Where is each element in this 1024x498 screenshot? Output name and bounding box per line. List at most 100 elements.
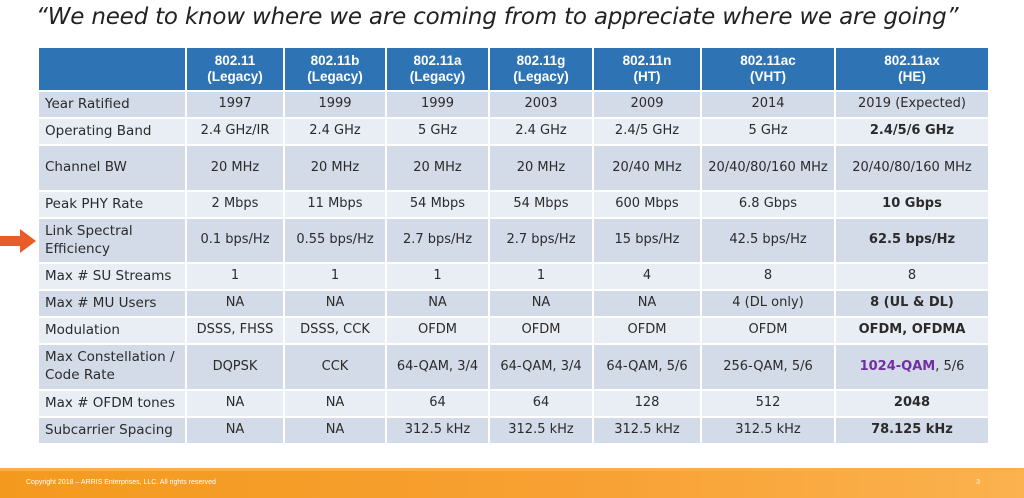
highlight-text: 1024-QAM bbox=[859, 358, 936, 374]
page-number: 3 bbox=[976, 479, 980, 486]
table-cell-highlight: 2048 bbox=[834, 389, 990, 418]
table-cell: 20 MHz bbox=[283, 144, 387, 192]
wifi-standards-table: 802.11 (Legacy) 802.11b (Legacy) 802.11a (L… bbox=[37, 46, 990, 445]
table-row-channel-bw: Channel BW 20 MHz 20 MHz 20 MHz 20 MHz 2… bbox=[37, 144, 990, 192]
table-cell: 512 bbox=[700, 389, 836, 418]
table-cell: 312.5 kHz bbox=[592, 416, 702, 445]
table-cell-mixed: 1024-QAM, 5/6 bbox=[834, 343, 990, 391]
table-cell: NA bbox=[385, 289, 490, 318]
table-cell: OFDM bbox=[592, 316, 702, 345]
table-cell: 42.5 bps/Hz bbox=[700, 217, 836, 264]
slide-title: “We need to know where we are coming fro… bbox=[36, 4, 959, 30]
table-row-max-mu-users: Max # MU Users NA NA NA NA NA 4 (DL only… bbox=[37, 289, 990, 318]
table-cell: DSSS, FHSS bbox=[185, 316, 285, 345]
table-cell: 256-QAM, 5/6 bbox=[700, 343, 836, 391]
table-cell: 4 (DL only) bbox=[700, 289, 836, 318]
table-cell: 11 Mbps bbox=[283, 190, 387, 219]
table-cell-highlight: 10 Gbps bbox=[834, 190, 990, 219]
footer-divider bbox=[0, 468, 1024, 471]
table-cell: NA bbox=[185, 389, 285, 418]
table-cell: 1 bbox=[385, 262, 490, 291]
table-cell: 2 Mbps bbox=[185, 190, 285, 219]
table-cell: NA bbox=[283, 289, 387, 318]
row-label: Max # SU Streams bbox=[37, 262, 187, 291]
row-label: Link Spectral Efficiency bbox=[37, 217, 187, 264]
table-cell: DQPSK bbox=[185, 343, 285, 391]
table-cell: 64-QAM, 3/4 bbox=[385, 343, 490, 391]
column-header-80211ac: 802.11ac (VHT) bbox=[700, 46, 836, 92]
table-cell: 1999 bbox=[385, 90, 490, 119]
table-cell: 2.7 bps/Hz bbox=[488, 217, 594, 264]
table-cell: 64 bbox=[488, 389, 594, 418]
table-cell: 20 MHz bbox=[185, 144, 285, 192]
table-cell: 1 bbox=[488, 262, 594, 291]
row-label: Year Ratified bbox=[37, 90, 187, 119]
table-cell: OFDM bbox=[385, 316, 490, 345]
footer-bar: Copyright 2018 – ARRIS Enterprises, LLC.… bbox=[0, 471, 1024, 498]
table-cell: 64-QAM, 3/4 bbox=[488, 343, 594, 391]
table-cell: 2.4/5 GHz bbox=[592, 117, 702, 146]
table-cell-highlight: 8 (UL & DL) bbox=[834, 289, 990, 318]
table-cell: 20/40/80/160 MHz bbox=[834, 144, 990, 192]
table-cell: 2.4 GHz/IR bbox=[185, 117, 285, 146]
table-cell-highlight: 62.5 bps/Hz bbox=[834, 217, 990, 264]
table-cell-highlight: 2.4/5/6 GHz bbox=[834, 117, 990, 146]
table-cell: 5 GHz bbox=[700, 117, 836, 146]
table-cell: 1997 bbox=[185, 90, 285, 119]
table-cell: 312.5 kHz bbox=[385, 416, 490, 445]
table-row-max-ofdm-tones: Max # OFDM tones NA NA 64 64 128 512 204… bbox=[37, 389, 990, 418]
table-row-max-constellation: Max Constellation / Code Rate DQPSK CCK … bbox=[37, 343, 990, 391]
table-cell: NA bbox=[283, 389, 387, 418]
table-cell: NA bbox=[283, 416, 387, 445]
table-cell: 8 bbox=[834, 262, 990, 291]
table-cell: 1999 bbox=[283, 90, 387, 119]
table-cell: NA bbox=[185, 416, 285, 445]
table-cell: 54 Mbps bbox=[385, 190, 490, 219]
column-header-80211a: 802.11a (Legacy) bbox=[385, 46, 490, 92]
table-cell: 2003 bbox=[488, 90, 594, 119]
column-header-80211n: 802.11n (HT) bbox=[592, 46, 702, 92]
table-cell: NA bbox=[488, 289, 594, 318]
table-cell: 312.5 kHz bbox=[700, 416, 836, 445]
table-row-subcarrier-spacing: Subcarrier Spacing NA NA 312.5 kHz 312.5… bbox=[37, 416, 990, 445]
table-cell: 8 bbox=[700, 262, 836, 291]
table-cell: 54 Mbps bbox=[488, 190, 594, 219]
row-label: Subcarrier Spacing bbox=[37, 416, 187, 445]
table-cell: 5 GHz bbox=[385, 117, 490, 146]
table-cell: 0.55 bps/Hz bbox=[283, 217, 387, 264]
table-cell: 1 bbox=[283, 262, 387, 291]
row-label: Modulation bbox=[37, 316, 187, 345]
table-cell: 4 bbox=[592, 262, 702, 291]
table-cell: 128 bbox=[592, 389, 702, 418]
table-cell: OFDM bbox=[700, 316, 836, 345]
table-cell-highlight: OFDM, OFDMA bbox=[834, 316, 990, 345]
table-row-modulation: Modulation DSSS, FHSS DSSS, CCK OFDM OFD… bbox=[37, 316, 990, 345]
right-arrow-icon bbox=[0, 229, 36, 253]
table-cell: 2.7 bps/Hz bbox=[385, 217, 490, 264]
row-label: Peak PHY Rate bbox=[37, 190, 187, 219]
table-cell: 20/40/80/160 MHz bbox=[700, 144, 836, 192]
table-cell: CCK bbox=[283, 343, 387, 391]
column-header-80211: 802.11 (Legacy) bbox=[185, 46, 285, 92]
column-header-80211g: 802.11g (Legacy) bbox=[488, 46, 594, 92]
table-cell: 312.5 kHz bbox=[488, 416, 594, 445]
row-label: Max # OFDM tones bbox=[37, 389, 187, 418]
table-cell: 64-QAM, 5/6 bbox=[592, 343, 702, 391]
table-row-link-spectral-efficiency: Link Spectral Efficiency 0.1 bps/Hz 0.55… bbox=[37, 217, 990, 264]
table-cell: 2009 bbox=[592, 90, 702, 119]
table-header-row: 802.11 (Legacy) 802.11b (Legacy) 802.11a (L… bbox=[37, 46, 990, 92]
header-corner-cell bbox=[37, 46, 187, 92]
table-cell: 600 Mbps bbox=[592, 190, 702, 219]
table-cell-highlight: 78.125 kHz bbox=[834, 416, 990, 445]
plain-text: , 5/6 bbox=[935, 358, 965, 374]
row-label: Operating Band bbox=[37, 117, 187, 146]
table-row-peak-phy-rate: Peak PHY Rate 2 Mbps 11 Mbps 54 Mbps 54 … bbox=[37, 190, 990, 219]
column-header-80211b: 802.11b (Legacy) bbox=[283, 46, 387, 92]
table-cell: DSSS, CCK bbox=[283, 316, 387, 345]
table-cell: 2.4 GHz bbox=[488, 117, 594, 146]
table-cell: 64 bbox=[385, 389, 490, 418]
table-cell: 2019 (Expected) bbox=[834, 90, 990, 119]
table-cell: NA bbox=[592, 289, 702, 318]
table-cell: NA bbox=[185, 289, 285, 318]
table-cell: 15 bps/Hz bbox=[592, 217, 702, 264]
